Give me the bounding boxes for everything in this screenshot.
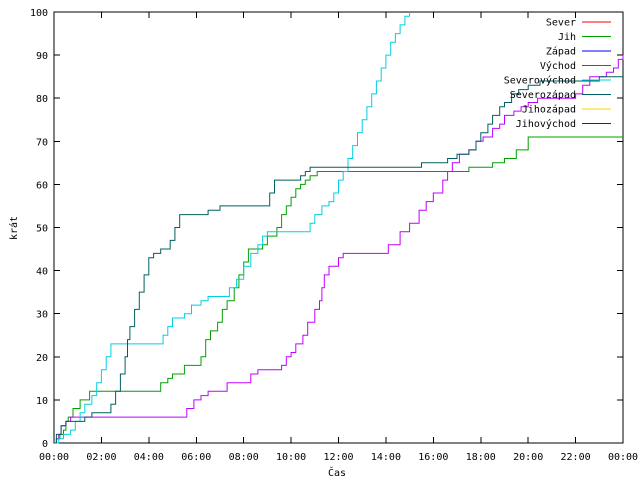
- legend-label-zapad: Západ: [546, 46, 576, 58]
- x-tick-label: 16:00: [418, 452, 448, 463]
- x-tick-label: 22:00: [561, 452, 591, 463]
- x-tick-label: 10:00: [276, 452, 306, 463]
- y-tick-label: 0: [42, 439, 48, 450]
- y-tick-label: 30: [36, 310, 48, 321]
- x-tick-label: 00:00: [39, 452, 69, 463]
- x-tick-label: 00:00: [608, 452, 638, 463]
- x-tick-label: 08:00: [229, 452, 259, 463]
- series-line-severovychod: [54, 12, 411, 444]
- y-tick-label: 60: [36, 180, 48, 191]
- x-tick-label: 14:00: [371, 452, 401, 463]
- series-lines: [54, 12, 624, 444]
- x-tick-label: 06:00: [181, 452, 211, 463]
- legend-label-jih: Jih: [558, 32, 576, 43]
- series-line-severozapad: [54, 76, 623, 444]
- legend-label-vychod: Východ: [540, 60, 576, 72]
- y-tick-label: 80: [36, 94, 48, 105]
- y-tick-label: 90: [36, 51, 48, 62]
- y-tick-label: 100: [30, 8, 48, 19]
- y-tick-label: 40: [36, 267, 48, 278]
- series-line-jih: [54, 136, 623, 444]
- x-axis-title: Čas: [328, 466, 346, 479]
- legend-label-severovychod: Severovýchod: [504, 75, 576, 87]
- y-tick-label: 10: [36, 396, 48, 407]
- legend-label-severozapad: Severozápad: [510, 89, 576, 101]
- y-tick-label: 70: [36, 137, 48, 148]
- x-tick-label: 04:00: [134, 452, 164, 463]
- series-line-vychod: [54, 55, 624, 444]
- x-tick-label: 12:00: [323, 452, 353, 463]
- y-axis-title: krát: [8, 216, 20, 240]
- y-axis-ticks: 0 10 20 30 40 50 60 70 80 90 100: [30, 8, 623, 450]
- y-tick-label: 50: [36, 224, 48, 235]
- legend-label-sever: Sever: [546, 18, 576, 29]
- x-tick-label: 20:00: [513, 452, 543, 463]
- x-tick-label: 02:00: [86, 452, 116, 463]
- legend: Sever Jih Západ Východ Severovýchod Severozáp…: [504, 18, 611, 130]
- y-tick-label: 20: [36, 353, 48, 364]
- legend-label-jihovychod: Jihovýchod: [516, 118, 576, 130]
- legend-label-jihozapad: Jihozápad: [522, 104, 576, 116]
- x-axis-ticks: 00:00 02:00 04:00 06:00 08:00 10:00 12:00 14:00…: [39, 12, 638, 463]
- x-tick-label: 18:00: [466, 452, 496, 463]
